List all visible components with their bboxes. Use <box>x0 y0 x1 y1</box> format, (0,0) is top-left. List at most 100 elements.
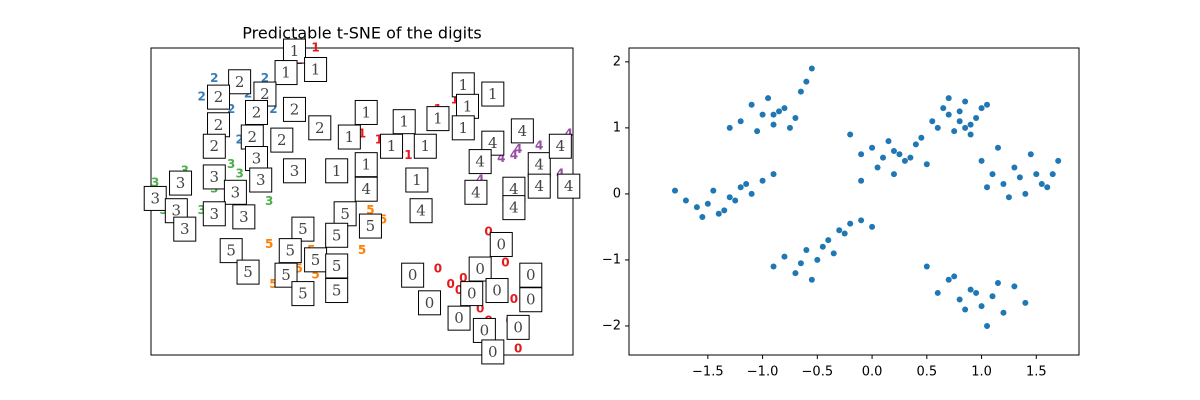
digit-thumbnail: 4 <box>464 179 488 205</box>
thumbnail-box <box>282 96 306 122</box>
point <box>704 200 711 207</box>
point <box>858 217 865 224</box>
thumbnail-digit: 2 <box>252 103 262 121</box>
point <box>770 263 777 270</box>
thumbnail-digit: 4 <box>509 199 519 217</box>
digit-label: 0 <box>510 292 518 306</box>
thumbnail-box <box>557 173 581 199</box>
digit-thumbnail: 1 <box>481 81 505 107</box>
point <box>715 210 722 217</box>
point <box>721 207 728 214</box>
thumbnail-digit: 1 <box>345 128 355 146</box>
thumbnail-digit: 1 <box>387 137 397 155</box>
thumbnail-digit: 4 <box>361 180 371 198</box>
thumbnail-digit: 3 <box>150 189 160 207</box>
point <box>962 306 969 313</box>
thumbnail-box <box>249 167 273 193</box>
digit-thumbnail: 4 <box>354 176 378 202</box>
point <box>918 134 925 141</box>
digit-thumbnail: 3 <box>202 201 226 227</box>
digit-thumbnail: 5 <box>291 216 315 242</box>
thumbnail-digit: 0 <box>408 266 418 284</box>
thumbnail-digit: 2 <box>214 88 224 106</box>
thumbnail-box <box>418 290 442 316</box>
thumbnail-digit: 1 <box>311 60 321 78</box>
digit-thumbnail: 5 <box>325 278 349 304</box>
y-tick-label: 0 <box>613 186 621 201</box>
point <box>737 184 744 191</box>
thumbnail-digit: 4 <box>509 180 519 198</box>
digit-label: 0 <box>459 271 467 285</box>
digit-label: 5 <box>311 268 319 282</box>
digit-thumbnail: 0 <box>485 278 509 304</box>
point <box>1027 151 1034 158</box>
digit-thumbnail: 3 <box>245 146 268 172</box>
digit-thumbnail: 0 <box>401 262 425 288</box>
thumbnail-digit: 5 <box>298 220 308 238</box>
thumbnail-digit: 2 <box>214 116 224 134</box>
digit-thumbnail: 4 <box>527 152 551 178</box>
digit-thumbnail: 3 <box>202 164 226 190</box>
thumbnail-box <box>325 222 349 248</box>
digit-thumbnail: 5 <box>333 201 357 227</box>
point <box>759 111 766 118</box>
digit-label: 0 <box>514 341 522 355</box>
digit-thumbnail: 2 <box>240 124 264 150</box>
thumbnail-box <box>481 81 505 107</box>
point <box>792 114 799 121</box>
thumbnail-digit: 0 <box>526 266 536 284</box>
digit-thumbnail: 4 <box>557 173 581 199</box>
digit-thumbnail: 2 <box>202 133 226 159</box>
point <box>792 270 799 277</box>
point <box>945 95 952 102</box>
thumbnail-digit: 4 <box>416 202 426 220</box>
point <box>858 177 865 184</box>
digit-label: 4 <box>514 142 522 156</box>
point <box>841 230 848 237</box>
point <box>797 88 804 95</box>
thumbnail-digit: 5 <box>366 217 376 235</box>
thumbnail-box <box>202 164 226 190</box>
thumbnail-box <box>219 238 243 264</box>
y-tick-label: −2 <box>602 318 621 333</box>
point <box>890 171 897 178</box>
thumbnail-box <box>354 99 378 125</box>
point <box>726 124 733 131</box>
digit-thumbnail: 1 <box>354 152 378 178</box>
thumbnail-digit: 3 <box>256 171 266 189</box>
point <box>1011 164 1018 171</box>
thumbnail-box <box>468 256 492 282</box>
thumbnail-digit: 5 <box>281 266 291 284</box>
point <box>967 286 974 293</box>
thumbnail-box <box>392 109 416 135</box>
digit-thumbnail: 0 <box>472 317 496 343</box>
point <box>945 276 952 283</box>
thumbnail-box <box>325 253 349 279</box>
thumbnail-digit: 3 <box>172 202 182 220</box>
digit-thumbnail: 2 <box>282 96 306 122</box>
digit-thumbnail: 3 <box>249 167 273 193</box>
point <box>973 114 980 121</box>
digit-thumbnail: 2 <box>245 99 268 125</box>
thumbnail-box <box>468 149 492 175</box>
point <box>671 187 678 194</box>
thumbnail-digit: 1 <box>361 156 371 174</box>
point <box>682 197 689 204</box>
digit-label: 3 <box>235 166 243 180</box>
thumbnail-digit: 4 <box>556 137 566 155</box>
thumbnail-box <box>405 167 429 193</box>
digit-label: 5 <box>366 203 374 217</box>
thumbnail-box <box>401 262 425 288</box>
digit-thumbnail: 1 <box>380 133 404 159</box>
point <box>869 223 876 230</box>
digit-label: 2 <box>210 71 218 85</box>
thumbnail-digit: 2 <box>210 137 220 155</box>
thumbnail-digit: 2 <box>235 73 245 91</box>
digit-thumbnail: 4 <box>409 198 433 224</box>
point <box>951 128 958 135</box>
thumbnail-digit: 3 <box>210 205 220 223</box>
point <box>748 101 755 108</box>
thumbnail-digit: 0 <box>488 343 498 361</box>
point <box>1044 184 1051 191</box>
